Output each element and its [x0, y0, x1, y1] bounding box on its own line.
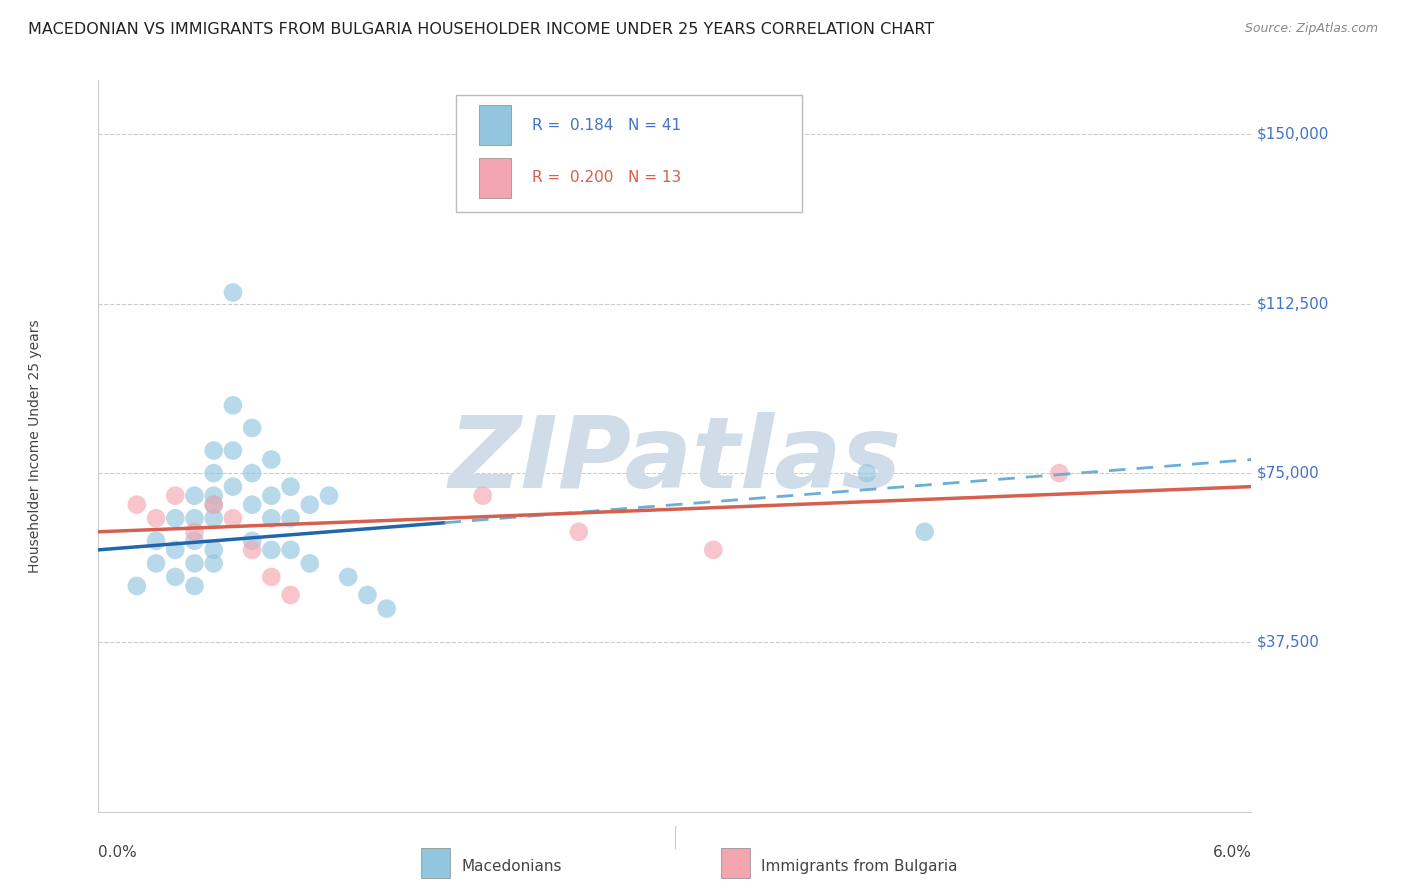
- Point: [202, 557, 225, 571]
- Point: [375, 601, 398, 615]
- Point: [240, 533, 263, 548]
- Point: [165, 570, 187, 584]
- Point: [183, 533, 205, 548]
- Point: [145, 511, 167, 525]
- Point: [165, 489, 187, 503]
- Point: [125, 579, 148, 593]
- Text: $112,500: $112,500: [1257, 296, 1330, 311]
- Point: [240, 421, 263, 435]
- Text: ZIPatlas: ZIPatlas: [449, 412, 901, 509]
- FancyBboxPatch shape: [721, 848, 749, 878]
- Text: MACEDONIAN VS IMMIGRANTS FROM BULGARIA HOUSEHOLDER INCOME UNDER 25 YEARS CORRELA: MACEDONIAN VS IMMIGRANTS FROM BULGARIA H…: [28, 22, 935, 37]
- Point: [702, 542, 724, 557]
- Point: [280, 588, 302, 602]
- Point: [280, 480, 302, 494]
- Point: [280, 511, 302, 525]
- Text: R =  0.200   N = 13: R = 0.200 N = 13: [531, 170, 681, 186]
- Text: Macedonians: Macedonians: [461, 859, 562, 874]
- FancyBboxPatch shape: [479, 158, 512, 198]
- Point: [318, 489, 340, 503]
- Point: [260, 452, 283, 467]
- Text: 0.0%: 0.0%: [98, 845, 138, 860]
- Point: [337, 570, 360, 584]
- Point: [125, 498, 148, 512]
- Point: [202, 511, 225, 525]
- Point: [165, 511, 187, 525]
- Point: [471, 489, 494, 503]
- Point: [183, 489, 205, 503]
- Point: [202, 466, 225, 480]
- Point: [240, 498, 263, 512]
- Point: [183, 579, 205, 593]
- FancyBboxPatch shape: [422, 848, 450, 878]
- Point: [222, 443, 245, 458]
- Text: Householder Income Under 25 years: Householder Income Under 25 years: [28, 319, 42, 573]
- Point: [298, 557, 321, 571]
- Point: [183, 557, 205, 571]
- Point: [298, 498, 321, 512]
- Text: $37,500: $37,500: [1257, 635, 1320, 650]
- Point: [240, 466, 263, 480]
- Text: Immigrants from Bulgaria: Immigrants from Bulgaria: [762, 859, 957, 874]
- Point: [568, 524, 591, 539]
- Point: [240, 542, 263, 557]
- Point: [1047, 466, 1070, 480]
- Text: Source: ZipAtlas.com: Source: ZipAtlas.com: [1244, 22, 1378, 36]
- Point: [856, 466, 879, 480]
- Point: [183, 524, 205, 539]
- FancyBboxPatch shape: [479, 105, 512, 145]
- Text: $75,000: $75,000: [1257, 466, 1320, 481]
- Point: [222, 511, 245, 525]
- Point: [183, 511, 205, 525]
- Text: 6.0%: 6.0%: [1212, 845, 1251, 860]
- Point: [202, 498, 225, 512]
- Point: [222, 398, 245, 412]
- Point: [222, 480, 245, 494]
- Point: [260, 511, 283, 525]
- Point: [260, 489, 283, 503]
- Point: [202, 443, 225, 458]
- Point: [202, 542, 225, 557]
- Point: [222, 285, 245, 300]
- Point: [145, 533, 167, 548]
- Point: [202, 498, 225, 512]
- Point: [356, 588, 378, 602]
- Point: [145, 557, 167, 571]
- Text: $150,000: $150,000: [1257, 127, 1330, 142]
- Point: [260, 570, 283, 584]
- Text: R =  0.184   N = 41: R = 0.184 N = 41: [531, 118, 681, 133]
- Point: [914, 524, 936, 539]
- FancyBboxPatch shape: [456, 95, 801, 212]
- Point: [202, 489, 225, 503]
- Point: [260, 542, 283, 557]
- Point: [280, 542, 302, 557]
- Point: [165, 542, 187, 557]
